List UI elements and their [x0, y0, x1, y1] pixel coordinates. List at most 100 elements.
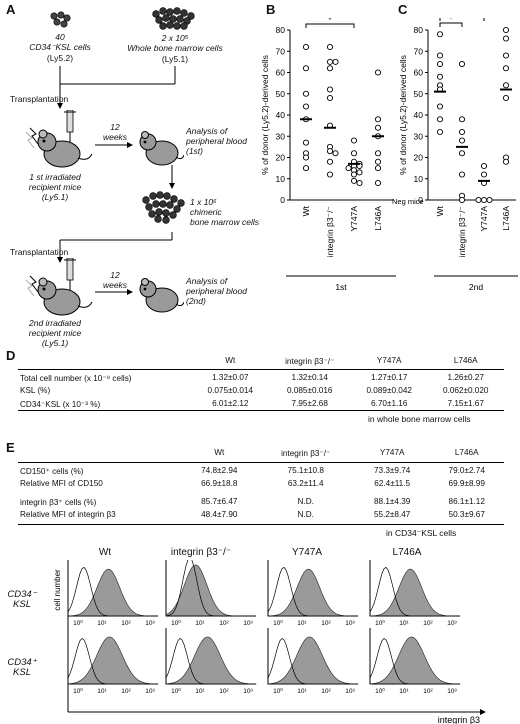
donor-cells: CD34⁻KSL cells — [29, 42, 91, 52]
donor-count: 40 — [55, 32, 65, 42]
stain-histogram — [165, 638, 256, 685]
y-tick-label: 20 — [276, 153, 286, 163]
hist-tick-label: 10² — [423, 688, 433, 695]
weeks-label-1: 12 weeks — [102, 122, 128, 142]
hist-x-label: integrin β3 — [438, 715, 480, 724]
hist-col-label: Y747A — [291, 547, 323, 558]
table-d-header-row: Wt integrin β3⁻/⁻ Y747A L746A — [18, 354, 504, 367]
table-e-rule-bottom — [18, 524, 504, 525]
hist-tick-label: 10³ — [145, 688, 155, 695]
hist-tick-label: 10¹ — [97, 688, 107, 695]
row-label: Relative MFI of integrin β3 — [20, 510, 116, 519]
isotype-histogram — [267, 636, 359, 685]
cell: 85.7±6.47 — [201, 497, 238, 506]
chart-c: % of donor (Ly5.2)-derived cells 0 10 20 30 4… — [392, 18, 518, 292]
isotype-histogram — [165, 636, 257, 685]
stain-histogram — [67, 638, 158, 685]
data-point — [302, 103, 310, 110]
hist-tick-label: 10³ — [243, 688, 253, 695]
data-point — [326, 86, 334, 93]
cell: 75.1±10.8 — [287, 466, 324, 475]
table-e-footnote: in CD34⁻KSL cells — [386, 528, 457, 538]
data-point — [332, 150, 339, 157]
cell: 1.32±0.07 — [212, 373, 249, 382]
x-category-label: integrin β3⁻/⁻ — [457, 205, 467, 257]
hist-tick-label: 10¹ — [297, 620, 307, 627]
table-e-header: Wt — [214, 448, 225, 457]
y-tick-label: 10 — [414, 174, 424, 184]
data-point — [436, 103, 444, 110]
data-point — [374, 69, 382, 76]
hist-row-label: CD34⁻ KSL — [7, 589, 37, 610]
data-point — [302, 90, 310, 97]
row-label: KSL (%) — [20, 386, 51, 395]
x-category-label: Wt — [435, 205, 445, 216]
competitor-strain: (Ly5.1) — [161, 54, 189, 64]
significance-mark: * — [449, 18, 453, 25]
donor-strain: (Ly5.2) — [46, 53, 74, 63]
panel-label-b: B — [266, 2, 276, 17]
hist-tick-label: 10² — [121, 620, 131, 627]
data-point — [458, 150, 466, 157]
data-point — [436, 128, 444, 136]
hist-tick-label: 10¹ — [399, 620, 409, 627]
y-tick-label: 70 — [276, 46, 286, 56]
chimeric-label: 1 x 10⁶ chimeric bone marrow cells — [190, 197, 259, 227]
data-point — [502, 158, 510, 165]
table-d-header: integrin β3⁻/⁻ — [285, 356, 335, 366]
y-tick-label: 50 — [414, 89, 424, 99]
y-tick-label: 40 — [276, 110, 286, 120]
hist-tick-label: 10³ — [145, 620, 155, 627]
data-point — [436, 52, 444, 59]
hist-tick-label: 10⁰ — [171, 687, 181, 695]
cell: 7.95±2.68 — [291, 399, 328, 408]
data-point — [356, 179, 363, 187]
y-tick-label: 20 — [414, 153, 424, 163]
analysis-mouse-icon-1 — [139, 131, 184, 166]
chart-b: % of donor (Ly5.2)-derived cells 0 10 20 30 4… — [262, 18, 396, 292]
flow-histograms: cell number 10⁰ 10¹ 10² 10³ 10⁰ 10¹ 10² 10³ 10⁰ 10… — [53, 560, 486, 724]
group-label: 2nd — [469, 282, 483, 292]
data-point — [374, 116, 382, 123]
cell: 86.1±1.12 — [448, 497, 485, 506]
analysis-label-2: Analysis of peripheral blood (2nd) — [186, 276, 247, 306]
data-point — [326, 65, 334, 72]
data-point — [350, 171, 358, 178]
cell: 88.1±4.39 — [373, 497, 411, 506]
data-point — [302, 154, 310, 161]
data-point — [374, 150, 382, 157]
cell: 1.26±0.27 — [447, 373, 484, 382]
recipient-label-2: 2nd irradiated recipient mice (Ly5.1) — [28, 318, 82, 348]
stain-histogram — [67, 566, 158, 617]
data-point — [502, 94, 510, 102]
table-e-rule-top — [18, 462, 504, 463]
table-row: CD150⁺ cells (%) 74.8±2.94 75.1±10.8 73.… — [18, 464, 504, 477]
table-row: CD34⁻KSL (x 10⁻³ %) 6.01±2.12 7.95±2.68 … — [18, 397, 504, 410]
hist-tick-label: 10¹ — [195, 620, 205, 627]
x-category-label: Wt — [301, 205, 311, 216]
data-point — [350, 137, 358, 144]
transplantation-label-2: Transplantation — [10, 247, 69, 257]
significance-mark: * — [460, 18, 464, 19]
hist-tick-label: 10¹ — [399, 688, 409, 695]
data-point — [436, 116, 444, 123]
cell: 1.27±0.17 — [371, 373, 408, 382]
table-e-header: integrin β3⁻/⁻ — [281, 448, 331, 458]
cell: 0.089±0.042 — [366, 386, 412, 395]
cell: 66.9±18.8 — [201, 479, 238, 488]
row-label: CD34⁻KSL (x 10⁻³ %) — [20, 399, 101, 409]
hist-tick-label: 10⁰ — [273, 687, 283, 695]
hist-tick-label: 10³ — [447, 688, 457, 695]
table-d-header: Y747A — [376, 356, 402, 365]
hist-tick-label: 10³ — [345, 688, 355, 695]
hist-tick-label: 10⁰ — [73, 619, 83, 627]
data-point — [326, 148, 334, 155]
significance-mark: * — [328, 18, 332, 26]
hist-tick-label: 10³ — [345, 620, 355, 627]
hist-col-label: Wt — [98, 547, 112, 558]
cell: 73.3±9.74 — [373, 466, 411, 475]
data-point — [374, 124, 382, 131]
y-tick-label: 40 — [414, 110, 424, 120]
data-point — [326, 58, 334, 65]
competitor-cells-icon — [152, 7, 195, 30]
